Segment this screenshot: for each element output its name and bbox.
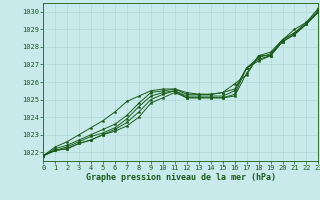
X-axis label: Graphe pression niveau de la mer (hPa): Graphe pression niveau de la mer (hPa) <box>86 173 276 182</box>
